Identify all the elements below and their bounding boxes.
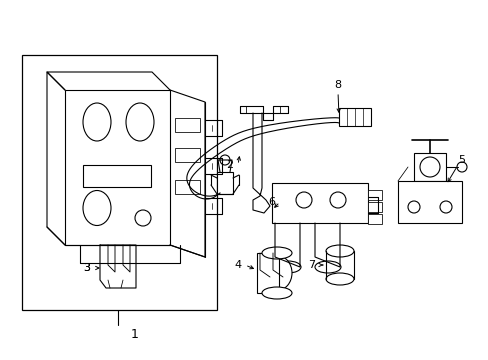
Bar	[413, 153, 445, 181]
Text: 3: 3	[83, 263, 90, 273]
Bar	[175, 180, 200, 194]
Text: 3: 3	[83, 263, 90, 273]
Circle shape	[419, 157, 439, 177]
Ellipse shape	[262, 247, 291, 259]
Circle shape	[407, 201, 419, 213]
Text: 1: 1	[131, 328, 139, 342]
Bar	[175, 118, 200, 132]
Circle shape	[220, 155, 229, 165]
Text: 4: 4	[234, 260, 241, 270]
Bar	[338, 108, 370, 126]
Text: 8: 8	[334, 80, 341, 90]
Ellipse shape	[314, 261, 340, 273]
Bar	[217, 172, 232, 194]
Circle shape	[329, 192, 346, 208]
Bar	[65, 90, 170, 245]
Text: 7: 7	[308, 260, 315, 270]
Circle shape	[439, 201, 451, 213]
Circle shape	[295, 192, 311, 208]
Circle shape	[135, 210, 151, 226]
Ellipse shape	[262, 256, 291, 291]
Ellipse shape	[325, 273, 353, 285]
Circle shape	[456, 162, 466, 172]
Ellipse shape	[274, 261, 301, 273]
Ellipse shape	[262, 287, 291, 299]
Ellipse shape	[83, 103, 111, 141]
Bar	[257, 253, 279, 293]
Bar	[83, 165, 151, 187]
Text: 5: 5	[458, 155, 465, 165]
Ellipse shape	[83, 190, 111, 225]
Ellipse shape	[325, 245, 353, 257]
Text: 6: 6	[268, 197, 275, 207]
Bar	[175, 148, 200, 162]
Bar	[22, 55, 217, 310]
Bar	[367, 202, 381, 212]
Bar	[367, 190, 381, 200]
Bar	[397, 181, 461, 223]
Text: 2: 2	[226, 160, 233, 170]
Bar	[367, 214, 381, 224]
Ellipse shape	[126, 103, 154, 141]
Bar	[271, 183, 367, 223]
